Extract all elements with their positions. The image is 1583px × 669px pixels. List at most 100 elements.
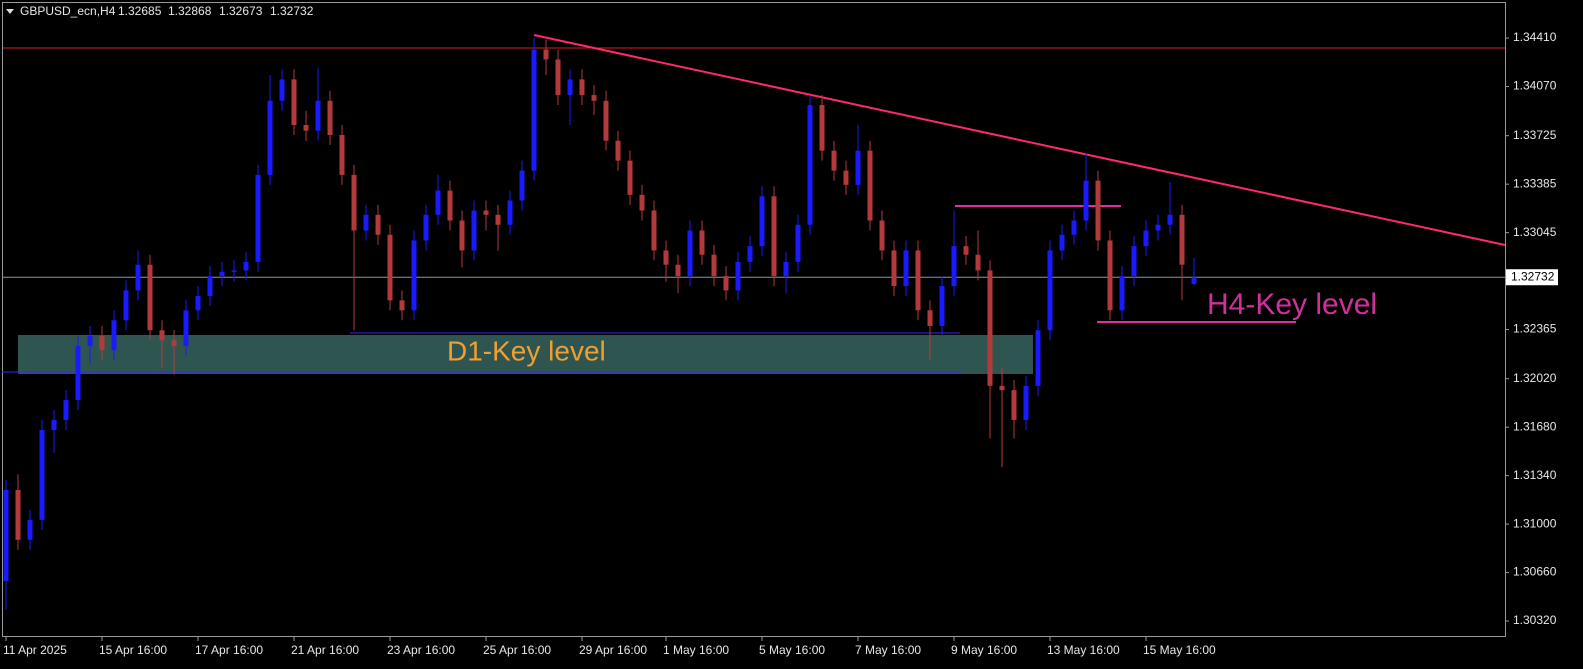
y-tick-label: 1.33045 <box>1513 225 1557 239</box>
candle-body <box>15 489 21 540</box>
candle-body <box>387 234 393 301</box>
d1-label: D1-Key level <box>447 335 606 366</box>
candle-body <box>375 214 381 235</box>
candle-body <box>1023 385 1029 421</box>
candle-body <box>603 100 609 141</box>
candle-body <box>963 246 969 255</box>
x-tick-label: 5 May 16:00 <box>759 643 825 657</box>
h4-label: H4-Key level <box>1207 288 1377 321</box>
header-open: 1.32685 <box>118 4 162 18</box>
x-tick-label: 15 May 16:00 <box>1143 643 1216 657</box>
candle-body <box>1059 234 1065 251</box>
y-tick-label: 1.31680 <box>1513 419 1557 433</box>
candle-body <box>987 270 993 386</box>
candle-body <box>3 489 9 582</box>
candle-body <box>1035 330 1041 386</box>
y-tick-label: 1.34410 <box>1513 30 1557 44</box>
x-tick-label: 17 Apr 16:00 <box>195 643 263 657</box>
y-tick-label: 1.33725 <box>1513 128 1557 142</box>
x-tick-label: 29 Apr 16:00 <box>579 643 647 657</box>
candle-body <box>1179 214 1185 265</box>
candle-body <box>447 190 453 221</box>
candle-body <box>291 79 297 126</box>
x-tick-label: 25 Apr 16:00 <box>483 643 551 657</box>
candle-body <box>1011 390 1017 421</box>
candle-body <box>663 250 669 265</box>
plot-frame <box>2 2 1506 637</box>
candle-body <box>699 230 705 255</box>
candle-body <box>423 214 429 241</box>
candle-body <box>855 150 861 185</box>
y-tick-label: 1.31000 <box>1513 516 1557 530</box>
current-price-label: 1.32732 <box>1511 269 1555 283</box>
candle-body <box>1071 220 1077 235</box>
candle-body <box>159 330 165 341</box>
candle-body <box>435 190 441 215</box>
candle-body <box>399 300 405 311</box>
candle-body <box>63 400 69 421</box>
candle-body <box>999 385 1005 391</box>
candle-body <box>75 345 81 401</box>
candle-body <box>891 250 897 287</box>
candle-body <box>267 100 273 175</box>
candle-body <box>951 246 957 287</box>
candle-body <box>507 200 513 225</box>
candle-body <box>1167 214 1173 225</box>
candle-body <box>903 250 909 287</box>
candle-body <box>687 230 693 277</box>
trend-line <box>533 34 1506 246</box>
candles <box>3 38 1197 610</box>
candle-body <box>591 95 597 101</box>
candle-body <box>351 174 357 231</box>
candle-body <box>939 286 945 326</box>
candle-body <box>123 290 129 321</box>
x-tick-label: 9 May 16:00 <box>951 643 1017 657</box>
candle-body <box>1047 250 1053 331</box>
candle-body <box>579 79 585 96</box>
header-high: 1.32868 <box>168 4 212 18</box>
candle-body <box>327 100 333 135</box>
chart-title: GBPUSD_ecn,H4 <box>20 4 116 18</box>
header-close: 1.32732 <box>270 4 314 18</box>
candle-body <box>771 196 777 277</box>
candle-body <box>1155 224 1161 231</box>
candle-body <box>915 250 921 311</box>
candle-body <box>483 210 489 215</box>
candle-body <box>27 519 33 540</box>
candle-body <box>363 214 369 231</box>
candle-body <box>411 240 417 311</box>
x-tick-label: 15 Apr 16:00 <box>99 643 167 657</box>
candle-body <box>675 264 681 277</box>
candle-body <box>315 100 321 131</box>
y-tick-label: 1.30320 <box>1513 613 1557 627</box>
candle-body <box>135 264 141 291</box>
candle-body <box>1095 180 1101 241</box>
candle-body <box>783 261 789 277</box>
candle-body <box>867 150 873 221</box>
x-tick-label: 1 May 16:00 <box>663 643 729 657</box>
candle-body <box>795 224 801 262</box>
candle-body <box>519 170 525 201</box>
candle-body <box>99 335 105 351</box>
menu-arrow[interactable] <box>6 9 14 14</box>
candle-body <box>147 264 153 331</box>
candle-body <box>495 214 501 225</box>
candle-body <box>543 49 549 60</box>
candle-body <box>219 271 225 277</box>
y-tick-label: 1.30660 <box>1513 565 1557 579</box>
candle-body <box>735 261 741 291</box>
y-tick-label: 1.34070 <box>1513 79 1557 93</box>
candle-body <box>819 105 825 151</box>
candle-body <box>879 220 885 251</box>
candle-body <box>183 310 189 346</box>
candle-body <box>1143 230 1149 247</box>
candle-body <box>1107 240 1113 311</box>
x-tick-label: 21 Apr 16:00 <box>291 643 359 657</box>
candle-body <box>207 276 213 297</box>
candle-body <box>651 210 657 251</box>
candle-body <box>339 134 345 175</box>
candle-body <box>51 420 57 431</box>
candle-body <box>171 340 177 346</box>
candle-body <box>243 261 249 271</box>
